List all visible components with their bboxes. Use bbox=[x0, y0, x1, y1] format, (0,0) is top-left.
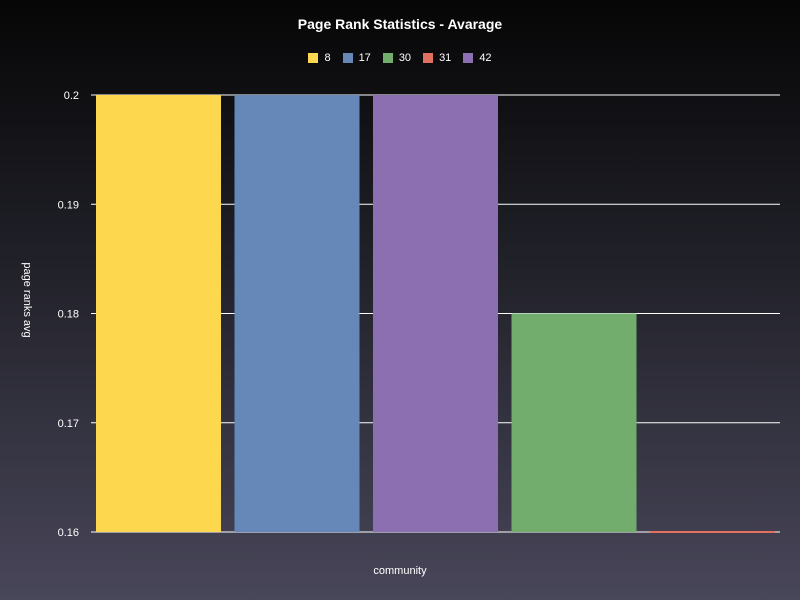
legend-item[interactable]: 31 bbox=[423, 52, 451, 64]
legend-item[interactable]: 17 bbox=[342, 52, 371, 64]
legend-label: 42 bbox=[479, 52, 492, 64]
legend-swatch bbox=[423, 53, 434, 63]
bar-17[interactable] bbox=[234, 95, 360, 532]
y-axis-label: page ranks avg bbox=[21, 262, 33, 338]
legend-label: 31 bbox=[439, 52, 452, 64]
chart-title: Page Rank Statistics - Avarage bbox=[297, 16, 503, 32]
legend-label: 17 bbox=[358, 52, 371, 64]
bar-31[interactable] bbox=[650, 531, 775, 533]
legend-label: 30 bbox=[398, 52, 412, 64]
legend-swatch bbox=[308, 53, 319, 63]
y-tick-label: 0.2 bbox=[64, 90, 79, 102]
y-tick-label: 0.19 bbox=[58, 199, 79, 211]
legend-swatch bbox=[382, 53, 393, 63]
legend-label: 8 bbox=[324, 52, 331, 64]
legend-item[interactable]: 42 bbox=[463, 52, 492, 64]
legend-item[interactable]: 30 bbox=[382, 52, 412, 64]
x-axis-label: community bbox=[373, 565, 427, 577]
legend: 8 17 30 31 42 bbox=[0, 52, 800, 64]
legend-item[interactable]: 8 bbox=[308, 52, 331, 64]
legend-swatch bbox=[463, 53, 474, 63]
bar-42[interactable] bbox=[373, 95, 498, 532]
y-tick-label: 0.18 bbox=[58, 309, 79, 321]
legend-swatch bbox=[342, 53, 353, 63]
y-tick-label: 0.17 bbox=[58, 418, 79, 430]
y-tick-label: 0.16 bbox=[58, 527, 79, 539]
bar-30[interactable] bbox=[511, 313, 637, 533]
bar-8[interactable] bbox=[96, 95, 221, 532]
